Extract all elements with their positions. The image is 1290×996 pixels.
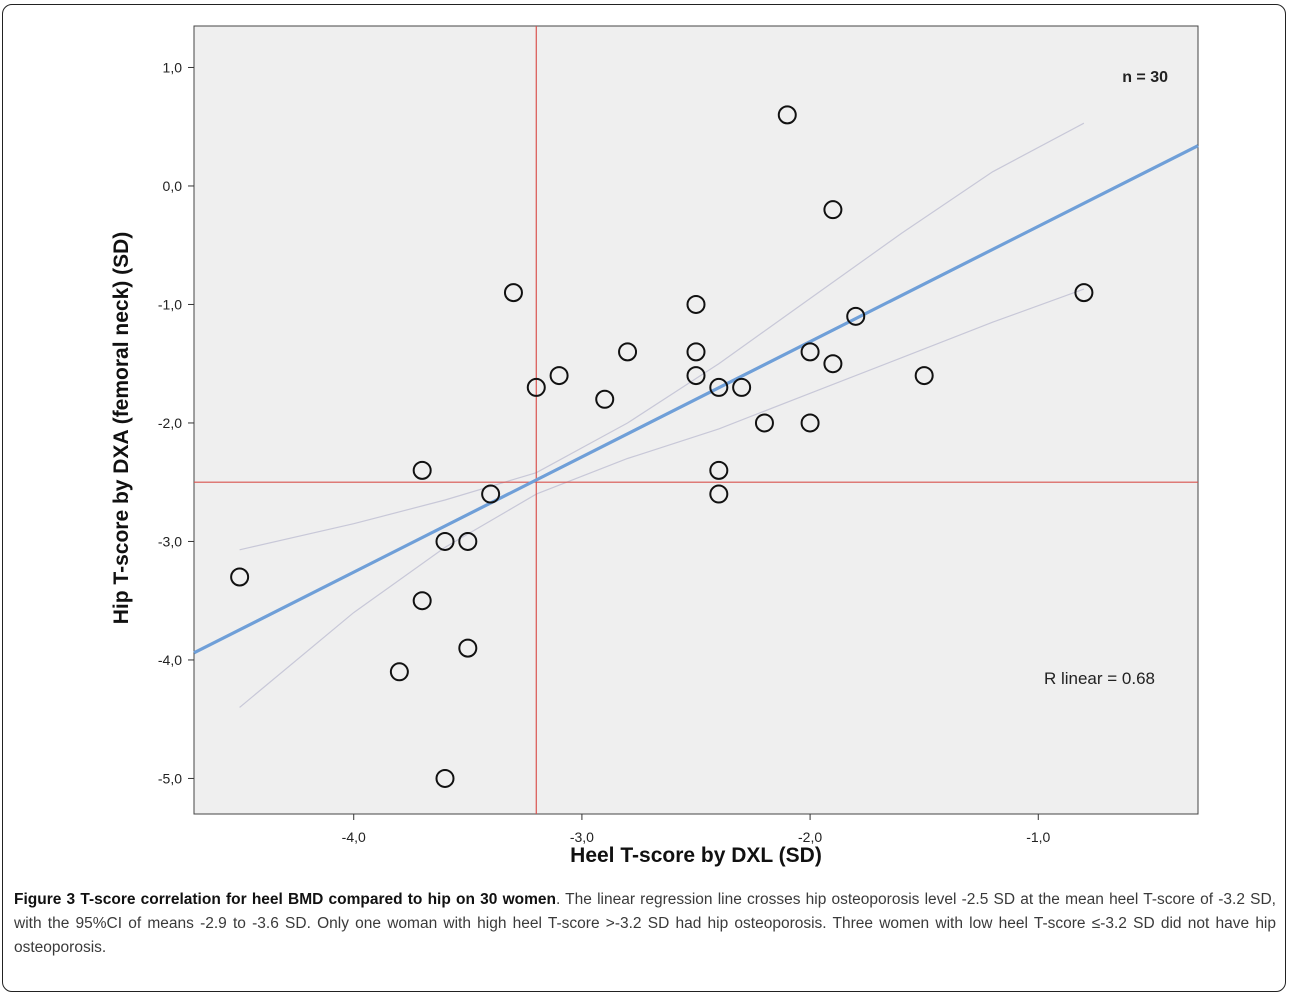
data-point bbox=[800, 413, 820, 433]
data-point bbox=[435, 768, 455, 788]
x-axis-title: Heel T-score by DXL (SD) bbox=[570, 844, 822, 867]
data-point bbox=[549, 366, 569, 386]
confidence-interval-layer bbox=[239, 122, 1085, 708]
data-point bbox=[230, 567, 250, 587]
data-point bbox=[823, 200, 843, 220]
data-point bbox=[709, 460, 729, 480]
x-tick-label: -2,0 bbox=[798, 829, 822, 845]
r-linear-label: R linear = 0.68 bbox=[1044, 669, 1155, 688]
figure-caption: Figure 3 T-score correlation for heel BM… bbox=[14, 888, 1276, 960]
caption-text: . The linear regression line crosses hip… bbox=[14, 891, 1276, 956]
regression-line bbox=[193, 144, 1199, 655]
plot-area bbox=[193, 25, 1199, 815]
data-point bbox=[503, 283, 523, 303]
y-tick-label: -5,0 bbox=[158, 770, 182, 786]
data-point bbox=[526, 377, 546, 397]
y-tick-label: -4,0 bbox=[158, 652, 182, 668]
x-tick-label: -4,0 bbox=[342, 829, 366, 845]
data-point bbox=[754, 413, 774, 433]
data-point bbox=[458, 531, 478, 551]
data-point bbox=[732, 377, 752, 397]
ci-upper-curve bbox=[239, 122, 1085, 551]
data-point bbox=[458, 638, 478, 658]
ci-lower-curve bbox=[239, 288, 1085, 708]
data-point bbox=[389, 662, 409, 682]
regression-line-layer bbox=[193, 144, 1199, 655]
data-point bbox=[412, 460, 432, 480]
data-point bbox=[709, 377, 729, 397]
data-point bbox=[914, 366, 934, 386]
y-tick-label: -1,0 bbox=[158, 296, 182, 312]
data-point bbox=[846, 306, 866, 326]
x-tick-label: -1,0 bbox=[1026, 829, 1050, 845]
data-point bbox=[686, 366, 706, 386]
data-point bbox=[709, 484, 729, 504]
data-point bbox=[777, 105, 797, 125]
x-tick-label: -3,0 bbox=[570, 829, 594, 845]
reference-lines-layer bbox=[194, 26, 1198, 814]
y-tick-label: 0,0 bbox=[163, 178, 183, 194]
data-points-layer bbox=[230, 105, 1094, 788]
data-point bbox=[412, 591, 432, 611]
scatter-chart: -4,0 -3,0 -2,0 -1,0 1,0 0,0 -1,0 -2,0 -3,0 -4,0 -5… bbox=[110, 25, 1199, 867]
data-point bbox=[481, 484, 501, 504]
data-point bbox=[823, 354, 843, 374]
y-tick-label: -3,0 bbox=[158, 533, 182, 549]
data-point bbox=[435, 531, 455, 551]
y-tick-label: 1,0 bbox=[163, 59, 183, 75]
y-axis-title: Hip T-score by DXA (femoral neck) (SD) bbox=[110, 232, 133, 624]
data-point bbox=[595, 389, 615, 409]
data-point bbox=[618, 342, 638, 362]
data-point bbox=[686, 294, 706, 314]
data-point bbox=[1074, 283, 1094, 303]
axes-layer: -4,0 -3,0 -2,0 -1,0 1,0 0,0 -1,0 -2,0 -3,0 -4,0 -5… bbox=[158, 59, 1051, 845]
y-tick-label: -2,0 bbox=[158, 415, 182, 431]
caption-title: Figure 3 T-score correlation for heel BM… bbox=[14, 891, 556, 908]
sample-size-label: n = 30 bbox=[1122, 69, 1168, 86]
data-point bbox=[686, 342, 706, 362]
data-point bbox=[800, 342, 820, 362]
